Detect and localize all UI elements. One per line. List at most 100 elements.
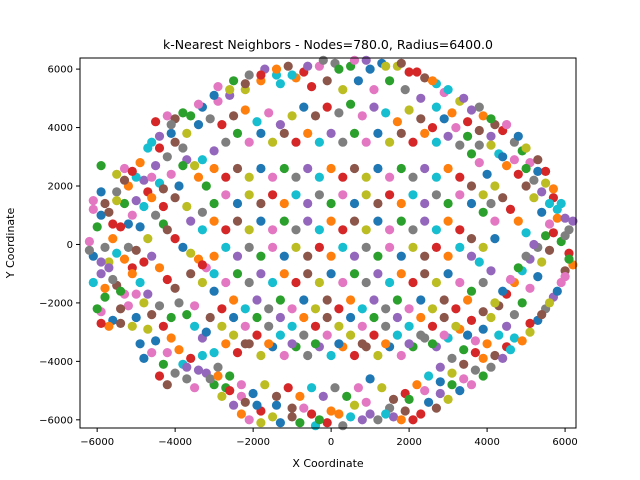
data-point-514 xyxy=(544,245,555,255)
data-point-297 xyxy=(338,190,348,200)
data-point-181 xyxy=(424,371,434,381)
data-point-553 xyxy=(116,222,126,232)
data-point-589 xyxy=(486,362,496,372)
data-point-334 xyxy=(466,234,477,244)
data-point-314 xyxy=(232,216,243,226)
data-point-468 xyxy=(119,198,130,209)
data-point-505 xyxy=(486,140,496,150)
data-point-471 xyxy=(139,201,149,212)
data-point-273 xyxy=(338,172,348,182)
data-point-556 xyxy=(96,187,106,197)
data-point-453 xyxy=(252,330,262,340)
data-point-501 xyxy=(431,102,441,112)
data-point-586 xyxy=(455,386,465,396)
data-point-353 xyxy=(314,242,324,252)
data-point-194 xyxy=(271,391,282,401)
data-point-193 xyxy=(283,383,293,393)
data-point-461 xyxy=(135,277,145,288)
data-point-164 xyxy=(521,181,531,191)
data-point-27 xyxy=(147,172,157,182)
data-point-104 xyxy=(568,216,578,226)
data-point-324 xyxy=(349,216,360,226)
data-point-572 xyxy=(213,371,223,381)
data-point-486 xyxy=(193,120,204,130)
data-point-342 xyxy=(443,251,453,261)
data-point-69 xyxy=(229,400,239,410)
data-point-555 xyxy=(112,196,122,206)
data-point-521 xyxy=(494,330,504,340)
data-point-73 xyxy=(271,400,282,410)
data-point-477 xyxy=(166,169,176,179)
data-point-576 xyxy=(275,418,285,428)
data-point-178 xyxy=(459,345,469,355)
data-point-634 xyxy=(119,175,130,185)
data-point-428 xyxy=(369,312,379,323)
data-point-196 xyxy=(248,388,258,399)
data-point-512 xyxy=(552,213,562,223)
data-point-403 xyxy=(334,304,344,314)
data-point-421 xyxy=(287,321,297,331)
data-point-288 xyxy=(443,198,453,209)
y-axis-ticks: −6000 −4000 −2000 0 2000 4000 6000 xyxy=(39,65,80,426)
data-point-179 xyxy=(447,353,457,363)
data-point-463 xyxy=(139,257,149,267)
data-point-156 xyxy=(439,114,449,124)
data-point-427 xyxy=(357,321,367,331)
data-point-142 xyxy=(275,120,285,130)
data-point-265 xyxy=(244,172,254,182)
data-point-569 xyxy=(170,368,180,378)
data-point-143 xyxy=(287,111,297,121)
data-point-610 xyxy=(459,93,469,103)
data-point-1 xyxy=(112,169,122,179)
data-point-80 xyxy=(361,397,371,407)
data-point-515 xyxy=(537,257,547,267)
data-point-546 xyxy=(131,312,141,323)
data-point-94 xyxy=(525,327,535,337)
data-point-449 xyxy=(299,330,309,340)
data-point-614 xyxy=(396,58,406,68)
data-point-29 xyxy=(158,184,168,194)
data-point-542 xyxy=(166,333,176,343)
data-point-321 xyxy=(314,225,324,235)
data-point-484 xyxy=(170,137,180,147)
data-point-350 xyxy=(349,251,360,261)
data-point-473 xyxy=(158,201,168,212)
data-point-278 xyxy=(396,163,406,174)
data-point-336 xyxy=(490,234,500,244)
data-point-282 xyxy=(443,163,453,174)
data-point-63 xyxy=(154,371,165,381)
data-point-158 xyxy=(463,131,473,141)
data-point-243 xyxy=(408,137,418,147)
data-point-357 xyxy=(268,242,278,252)
data-point-213 xyxy=(349,350,360,361)
data-point-6 xyxy=(108,219,118,229)
data-point-618 xyxy=(334,64,344,74)
data-point-554 xyxy=(104,207,114,217)
data-point-139 xyxy=(240,105,250,115)
data-point-159 xyxy=(474,140,484,150)
data-point-325 xyxy=(361,225,371,235)
data-point-286 xyxy=(466,198,477,209)
data-point-383 xyxy=(408,277,418,288)
data-point-540 xyxy=(193,365,204,375)
data-point-32 xyxy=(162,111,172,121)
data-point-236 xyxy=(482,169,492,179)
data-point-367 xyxy=(221,277,231,288)
data-point-78 xyxy=(334,409,344,419)
data-point-279 xyxy=(408,172,418,182)
data-point-352 xyxy=(326,251,336,261)
data-point-479 xyxy=(162,152,172,162)
data-point-160 xyxy=(486,131,496,141)
data-point-235 xyxy=(490,181,500,191)
data-point-588 xyxy=(478,371,488,381)
data-point-224 xyxy=(478,307,488,317)
data-point-308 xyxy=(209,198,219,209)
data-point-451 xyxy=(275,330,285,340)
data-point-520 xyxy=(502,321,512,331)
data-point-498 xyxy=(385,76,395,86)
data-point-497 xyxy=(369,85,379,95)
data-point-89 xyxy=(470,365,480,375)
data-point-45 xyxy=(186,248,196,258)
data-point-374 xyxy=(303,269,313,279)
data-point-303 xyxy=(268,190,278,200)
